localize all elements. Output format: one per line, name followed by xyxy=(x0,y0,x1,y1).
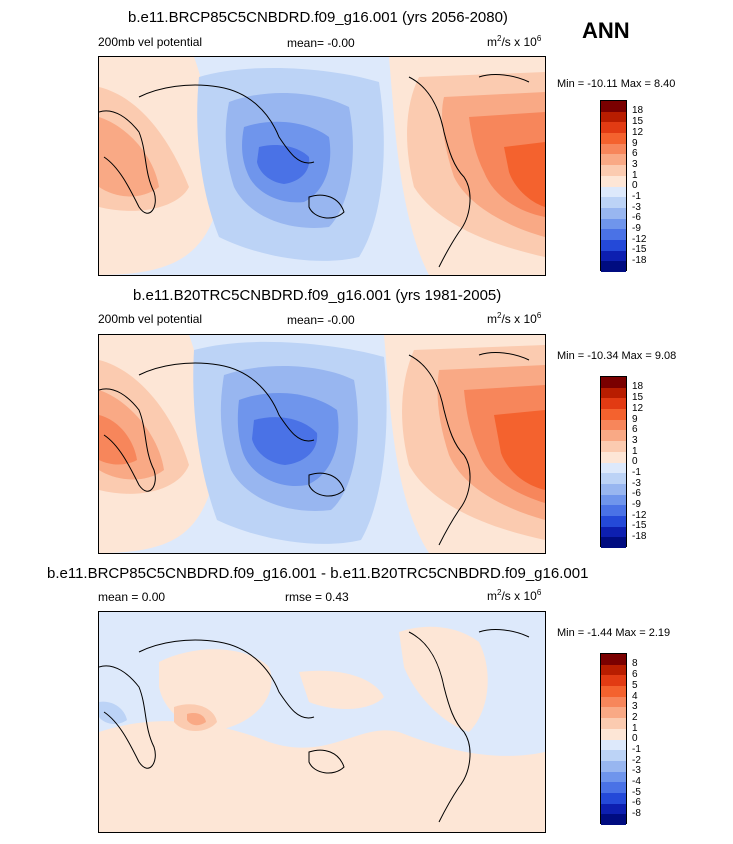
colorbar-tick: 3 xyxy=(632,435,638,446)
colorbar-tick: -6 xyxy=(632,488,641,499)
colorbar-tick: -5 xyxy=(632,787,641,798)
colorbar-tick: 1 xyxy=(632,446,638,457)
colorbar-tick: 0 xyxy=(632,180,638,191)
min-max-label: Min = -10.34 Max = 9.08 xyxy=(557,350,677,362)
colorbar-tick: 15 xyxy=(632,116,644,127)
rmse-label: rmse = 0.43 xyxy=(285,590,349,604)
colorbar-tick: 12 xyxy=(632,403,644,414)
min-max-label: Min = -1.44 Max = 2.19 xyxy=(557,627,671,639)
colorbar-tick: 9 xyxy=(632,138,638,149)
colorbar-tick: 18 xyxy=(632,105,644,116)
colorbar: 18 15 12 9 6 3 1 0 -1 -3 -6 -9 -12 -15 -… xyxy=(600,376,646,548)
panel-title: b.e11.BRCP85C5CNBDRD.f09_g16.001 (yrs 20… xyxy=(128,9,508,26)
colorbar: 8 6 5 4 3 2 1 0 -1 -2 -3 -4 -5 -6 -8 xyxy=(600,653,641,825)
colorbar-tick: 6 xyxy=(632,424,638,435)
colorbar-tick: -9 xyxy=(632,223,641,234)
colorbar-tick: 6 xyxy=(632,148,638,159)
panel-title: b.e11.BRCP85C5CNBDRD.f09_g16.001 - b.e11… xyxy=(47,565,589,582)
colorbar-tick: -2 xyxy=(632,755,641,766)
colorbar-tick: -3 xyxy=(632,765,641,776)
colorbar-tick: -1 xyxy=(632,191,641,202)
season-label: ANN xyxy=(582,18,630,43)
variable-label: 200mb vel potential xyxy=(98,312,203,326)
colorbar-tick: -6 xyxy=(632,212,641,223)
units-label: m2/s x 106 xyxy=(487,588,542,603)
colorbar-tick: 1 xyxy=(632,723,638,734)
difference-map xyxy=(98,611,546,833)
units-label: m2/s x 106 xyxy=(487,34,542,49)
colorbar-tick: -18 xyxy=(632,531,647,542)
colorbar-tick: -12 xyxy=(632,510,647,521)
mean-label: mean= -0.00 xyxy=(287,313,355,327)
colorbar-tick: 5 xyxy=(632,680,638,691)
colorbar-tick: 12 xyxy=(632,127,644,138)
colorbar-tick: 3 xyxy=(632,701,638,712)
colorbar-tick: -1 xyxy=(632,744,641,755)
colorbar-tick: -8 xyxy=(632,808,641,819)
colorbar-tick: 3 xyxy=(632,159,638,170)
colorbar-tick: -15 xyxy=(632,520,647,531)
panel-title: b.e11.B20TRC5CNBDRD.f09_g16.001 (yrs 198… xyxy=(133,287,502,304)
variable-label: 200mb vel potential xyxy=(98,35,203,49)
velocity-potential-map xyxy=(98,56,546,276)
colorbar-tick: -4 xyxy=(632,776,641,787)
colorbar-tick: -6 xyxy=(632,797,641,808)
colorbar-tick: 18 xyxy=(632,381,644,392)
colorbar-tick: 9 xyxy=(632,414,638,425)
colorbar-tick: 1 xyxy=(632,170,638,181)
units-label: m2/s x 106 xyxy=(487,311,542,326)
colorbar-tick: -12 xyxy=(632,234,647,245)
colorbar-tick: 8 xyxy=(632,658,638,669)
colorbar-tick: -3 xyxy=(632,478,641,489)
mean-label: mean= -0.00 xyxy=(287,36,355,50)
colorbar-tick: -9 xyxy=(632,499,641,510)
colorbar-tick: 2 xyxy=(632,712,638,723)
colorbar-tick: -3 xyxy=(632,202,641,213)
mean-label: mean = 0.00 xyxy=(98,590,166,604)
min-max-label: Min = -10.11 Max = 8.40 xyxy=(557,78,676,90)
colorbar: 18 15 12 9 6 3 1 0 -1 -3 -6 -9 -12 -15 -… xyxy=(600,100,646,272)
colorbar-tick: 0 xyxy=(632,733,638,744)
colorbar-tick: 4 xyxy=(632,691,638,702)
colorbar-tick: 0 xyxy=(632,456,638,467)
velocity-potential-map xyxy=(98,334,546,554)
colorbar-tick: 6 xyxy=(632,669,638,680)
colorbar-tick: 15 xyxy=(632,392,644,403)
colorbar-tick: -18 xyxy=(632,255,647,266)
colorbar-tick: -1 xyxy=(632,467,641,478)
colorbar-tick: -15 xyxy=(632,244,647,255)
